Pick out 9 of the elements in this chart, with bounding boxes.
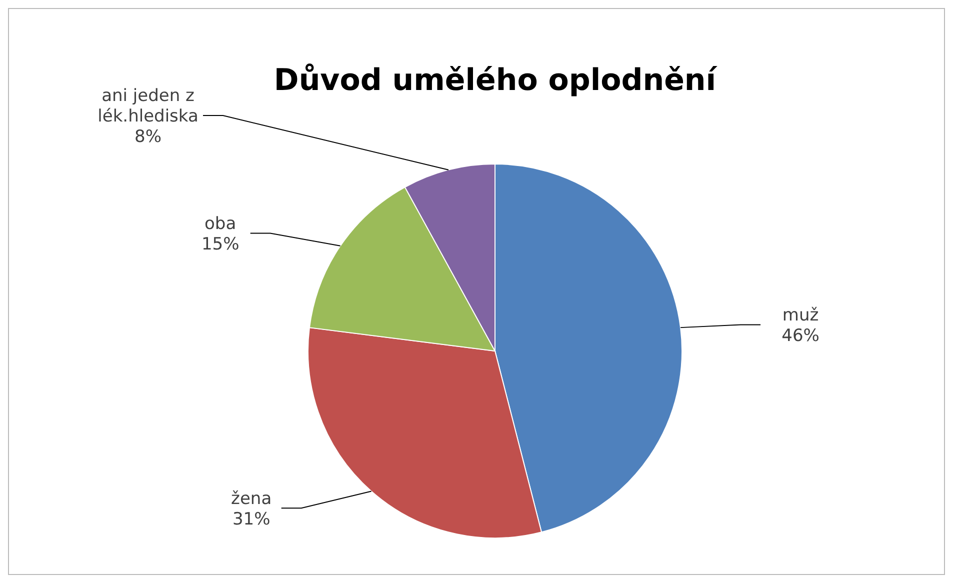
data-label: 46% (782, 326, 820, 346)
data-label: 8% (134, 126, 162, 147)
slice-label: muž (782, 306, 819, 326)
data-label: 31% (232, 509, 270, 530)
chart-title: Důvod umělého oplodnění (274, 63, 718, 98)
slice-label: žena (231, 488, 272, 509)
slice-label: oba (204, 214, 236, 234)
slice-label: ani jeden z lék.hlediska (98, 86, 198, 127)
data-label: 15% (201, 234, 240, 254)
